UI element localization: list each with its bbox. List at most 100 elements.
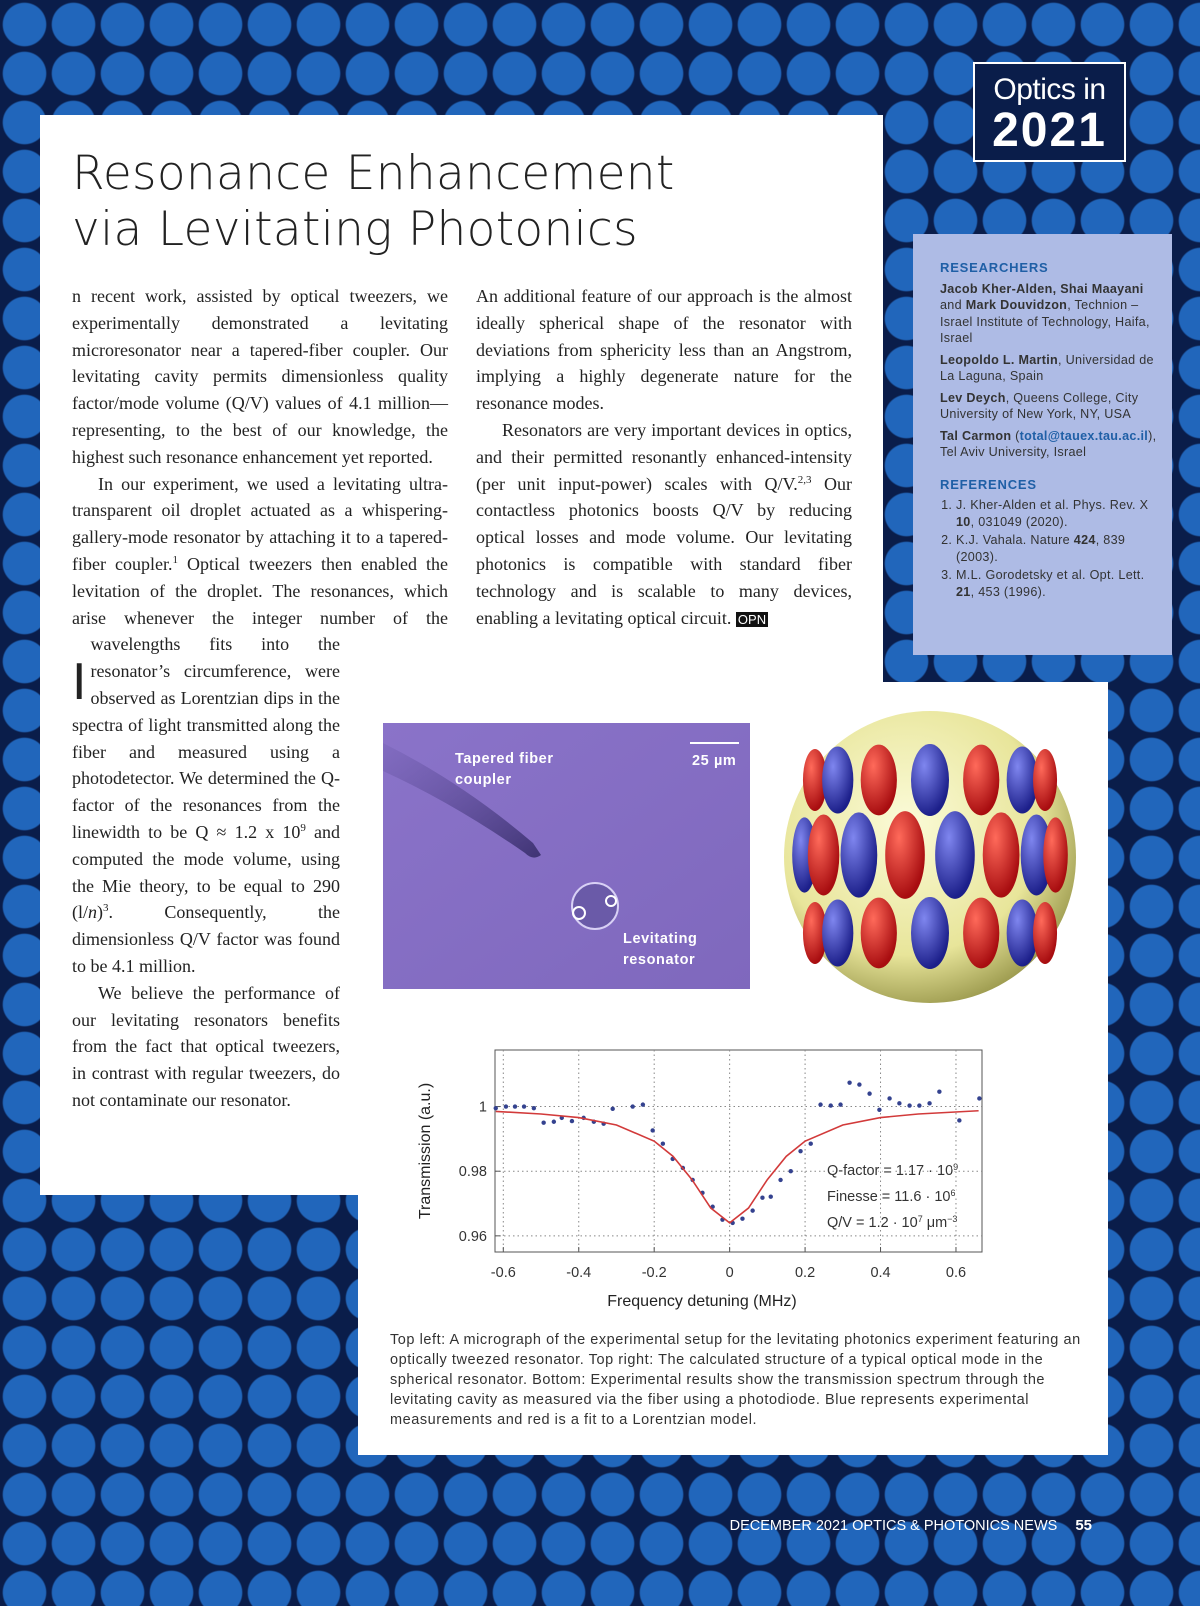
sidebar-heading: RESEARCHERS — [940, 260, 1049, 275]
data-point — [541, 1120, 546, 1125]
x-tick-label: -0.6 — [491, 1265, 516, 1281]
paragraph: Resonators are very important devices in… — [476, 417, 852, 633]
text: , 453 (1996). — [970, 584, 1046, 599]
mode-lobe — [860, 897, 897, 969]
x-tick-label: 0.4 — [870, 1265, 890, 1281]
annotation-part: Q/V = 1.2 · 10 — [827, 1215, 918, 1231]
data-point — [957, 1118, 962, 1123]
citation: 1 — [172, 553, 178, 566]
text: n — [88, 902, 97, 923]
paragraph: In our experiment, we used a levitating … — [72, 471, 448, 980]
annotation: Q-factor = 1.17 · 109 — [827, 1162, 958, 1179]
x-tick-label: -0.2 — [642, 1265, 667, 1281]
name: Leopoldo L. Martin — [940, 352, 1059, 367]
text: We believe the performance of our levita… — [72, 982, 340, 1110]
annotation-part: Finesse = 11.6 · 10 — [827, 1189, 950, 1205]
micrograph-label: Levitating resonator — [623, 931, 698, 968]
mode-lobe — [1033, 749, 1058, 811]
volume: 21 — [956, 584, 971, 599]
data-point — [640, 1102, 646, 1107]
end-mark: OPN — [735, 611, 769, 627]
scale-label: 25 µm — [692, 753, 737, 769]
data-point — [760, 1195, 765, 1200]
plot-frame — [494, 1049, 983, 1253]
researcher: Leopoldo L. Martin, Universidad de La La… — [940, 352, 1160, 385]
researcher: Tal Carmon (total@tauex.tau.ac.il), Tel … — [940, 428, 1160, 461]
data-point — [798, 1148, 803, 1154]
text: ( — [1011, 428, 1020, 443]
researcher: Jacob Kher-Alden, Shai Maayani and Mark … — [940, 281, 1160, 347]
reference: M.L. Gorodetsky et al. Opt. Lett. 21, 45… — [956, 567, 1160, 600]
badge-line: Optics in — [993, 73, 1106, 106]
data-point — [937, 1089, 942, 1094]
text-column: An additional feature of our approach is… — [476, 283, 852, 633]
text: J. Kher-Alden et al. Phys. Rev. X — [956, 498, 1149, 512]
text: ) — [97, 902, 103, 923]
chart: Transmission (a.u.) Frequency detuning (… — [417, 1049, 983, 1310]
annotation-part: Q-factor = 1.17 · 10 — [827, 1163, 953, 1179]
page-number: 55 — [1075, 1517, 1092, 1534]
text: Optical tweezers then enabled the levita… — [72, 553, 448, 842]
mode-lobe — [982, 812, 1020, 898]
text: , 839 (2003). — [956, 533, 1126, 564]
data-point — [788, 1169, 793, 1174]
article-title: Resonance Enhancement via Levitating Pho… — [72, 146, 675, 258]
fit-line — [495, 1109, 979, 1224]
drop-cap: I — [72, 653, 87, 711]
data-point — [531, 1105, 537, 1111]
figure-caption: Top left: A micrograph of the experiment… — [390, 1332, 1081, 1428]
data-point — [887, 1096, 892, 1101]
citation: 2,3 — [797, 473, 812, 486]
text: M.L. Gorodetsky et al. Opt. Lett. — [956, 568, 1145, 582]
reference-list: J. Kher-Alden et al. Phys. Rev. X 10, 03… — [940, 497, 1160, 600]
data-point — [521, 1104, 527, 1109]
mode-lobe — [963, 744, 1000, 816]
mode-lobe — [840, 812, 878, 898]
annotation: Finesse = 11.6 · 106 — [827, 1188, 955, 1205]
data-point — [877, 1107, 882, 1112]
mode-lobe — [860, 744, 897, 816]
name: Lev Deych — [940, 390, 1006, 405]
text: , — [1052, 281, 1061, 296]
researcher: Lev Deych, Queens College, City Universi… — [940, 390, 1160, 423]
micrograph — [383, 723, 750, 989]
reference: J. Kher-Alden et al. Phys. Rev. X 10, 03… — [956, 497, 1160, 530]
text: In our experiment, we used a levitating … — [72, 473, 448, 574]
data-point — [808, 1141, 813, 1146]
y-tick-label: 1 — [479, 1100, 487, 1116]
data-point — [569, 1118, 575, 1124]
volume: 10 — [956, 514, 971, 529]
mode-lobe — [911, 897, 949, 969]
mode-image — [784, 711, 1076, 1003]
text: K.J. Vahala. Nature — [956, 533, 1074, 547]
exponent: 3 — [103, 902, 109, 915]
data-point — [838, 1102, 843, 1107]
text: n recent work, assisted by optical tweez… — [72, 286, 448, 467]
email-link[interactable]: total@tauex.tau.ac.il — [1019, 428, 1149, 443]
data-point — [897, 1101, 902, 1106]
badge: Optics in 2021 — [973, 62, 1126, 162]
data-point — [551, 1119, 557, 1124]
sidebar: RESEARCHERS Jacob Kher-Alden, Shai Maaya… — [913, 234, 1172, 655]
affiliation: ), Tel Aviv University, Israel — [940, 428, 1157, 460]
name: Mark Douvidzon — [965, 298, 1068, 312]
volume: 424 — [1073, 533, 1096, 547]
data-point — [768, 1194, 773, 1199]
affiliation: , Technion – Israel Institute of Technol… — [940, 298, 1150, 345]
data-point — [740, 1216, 745, 1221]
text: Resonators are very important devices in… — [476, 419, 852, 494]
mode-lobe — [802, 902, 827, 964]
annotation-part: 6 — [950, 1188, 955, 1198]
footer: DECEMBER 2021 OPTICS & PHOTONICS NEWS 55 — [700, 1517, 1092, 1534]
x-tick-label: 0 — [726, 1265, 734, 1281]
text: An additional feature of our approach is… — [476, 286, 852, 414]
annotation-part: 9 — [953, 1162, 958, 1172]
footer-text: DECEMBER 2021 OPTICS & PHOTONICS NEWS — [729, 1518, 1058, 1534]
annotation-part: −3 — [947, 1214, 957, 1224]
mode-lobe — [802, 749, 827, 811]
mode-lobe — [935, 811, 975, 899]
x-tick-label: 0.2 — [795, 1265, 815, 1281]
